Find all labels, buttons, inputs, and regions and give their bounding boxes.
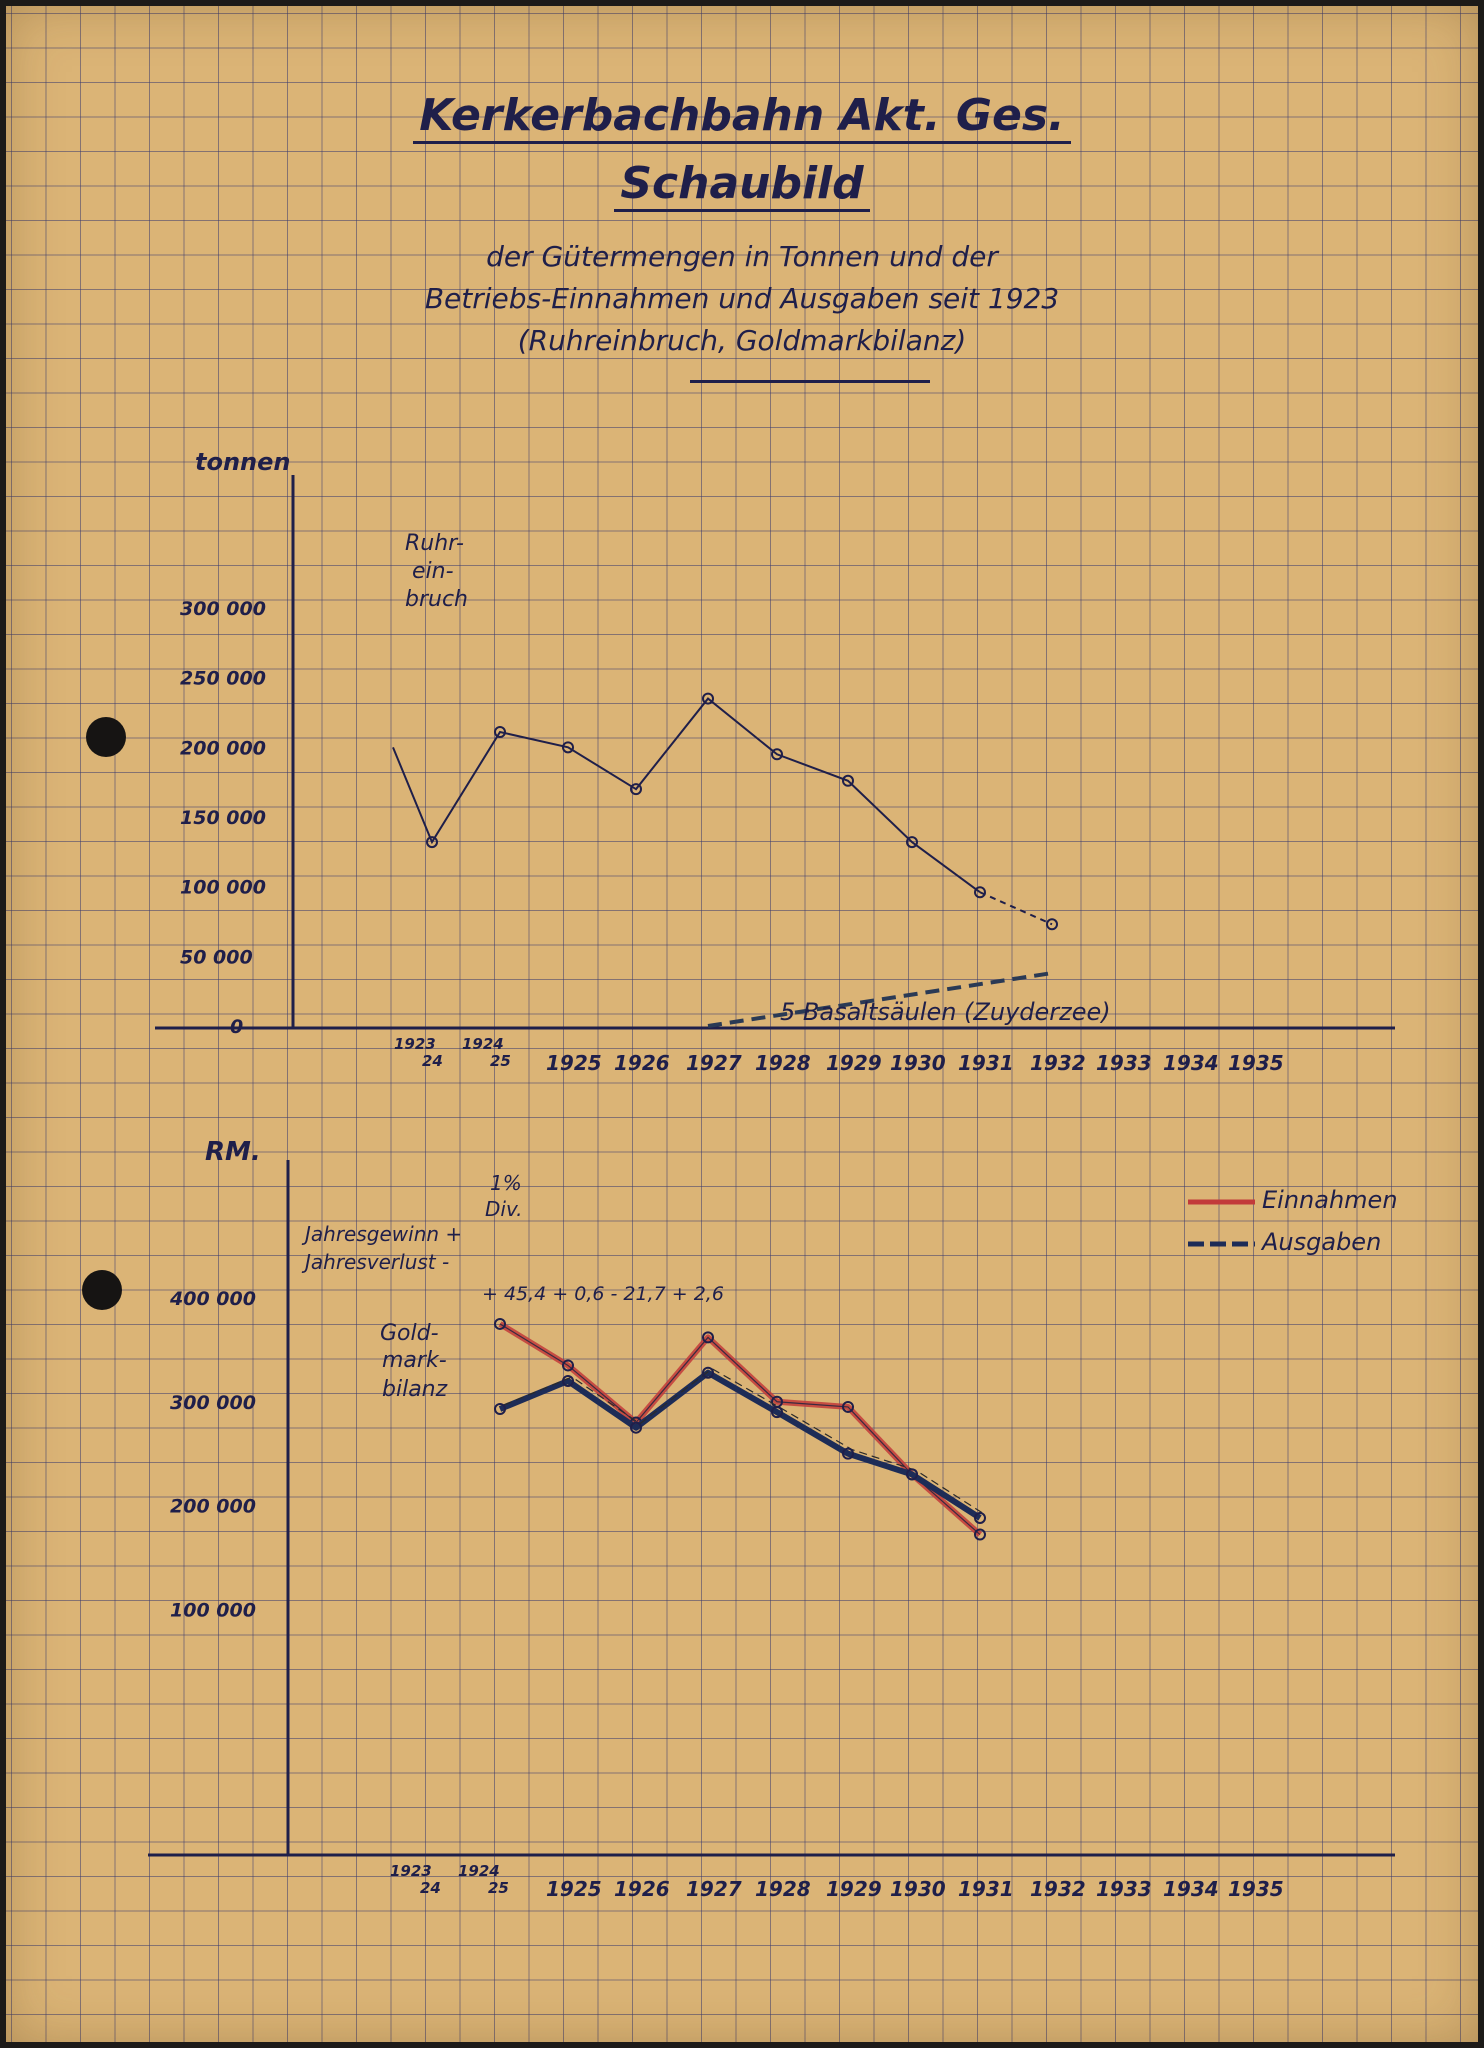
series-tonnen-dashed-segment [979,891,1053,926]
xtick-tonnen-6: 1929 [826,1051,882,1075]
ylabel-rm: RM. [205,1137,261,1167]
xtick-tonnen-5: 1928 [755,1051,811,1075]
series-einnahmen-ink [499,1323,981,1535]
xtick-rm-11: 1934 [1163,1877,1219,1901]
annotation-goldmark-2: mark- [382,1348,447,1373]
description-line-3: (Ruhreinbruch, Goldmarkbilanz) [517,324,967,357]
tonnen-point-2 [494,726,506,739]
xtick-tonnen-9: 1932 [1030,1051,1086,1075]
description-line-2: Betriebs-Einnahmen und Ausgaben seit 192… [424,282,1060,315]
legend-ausgaben-label: Ausgaben [1260,1228,1381,1256]
xtick-rm-4: 1927 [686,1877,742,1901]
legend-einnahmen-label: Einnahmen [1262,1186,1398,1214]
xtick-tonnen-0: 1923 [394,1035,436,1053]
xtick-tonnen-12: 1935 [1228,1051,1284,1075]
einnahmen-point-5 [842,1400,854,1413]
series-einnahmen-line [498,1321,982,1537]
tonnen-point-9 [974,886,986,899]
xtick-rm-5: 1928 [755,1877,811,1901]
xtick-tonnen-4: 1927 [686,1051,742,1075]
xtick-sub-tonnen-0: 24 [422,1052,443,1070]
einnahmen-point-7 [974,1528,986,1541]
tonnen-point-8 [906,836,918,849]
ytick-rm-1: 200 000 [170,1496,256,1518]
annotation-ruhr-3: bruch [405,587,468,612]
tonnen-point-1 [426,836,438,849]
xtick-sub-tonnen-1: 25 [490,1052,511,1070]
series-tonnen-line [392,697,981,894]
einnahmen-point-1 [562,1359,574,1372]
xtick-rm-0: 1923 [390,1862,432,1880]
ausgaben-point-0 [494,1403,506,1416]
annotation-basalt: 5 Basaltsäulen (Zuyderzee) [780,998,1111,1026]
title-underline [690,380,930,383]
annotation-jahresverlust: Jahresverlust - [301,1250,449,1274]
einnahmen-point-0 [494,1317,506,1330]
ytick-tonnen-4: 200 000 [180,737,266,759]
xtick-tonnen-1: 1924 [462,1035,504,1053]
annotation-jahresgewinn: Jahresgewinn + [301,1222,462,1246]
ausgaben-point-3 [702,1366,714,1379]
einnahmen-point-3 [702,1331,714,1344]
xtick-rm-2: 1925 [546,1877,602,1901]
punch-hole-bottom [82,1270,122,1310]
xtick-tonnen-8: 1931 [958,1051,1014,1075]
tonnen-point-6 [771,748,783,761]
document-title: Kerkerbachbahn Akt. Ges. [0,90,1484,144]
xtick-rm-1: 1924 [458,1862,500,1880]
tonnen-point-7 [842,774,854,787]
ytick-rm-2: 300 000 [170,1392,256,1414]
annotation-ruhr-2: ein- [412,559,454,584]
series-ausgaben-line [498,1369,982,1521]
xtick-tonnen-11: 1934 [1163,1051,1219,1075]
ytick-tonnen-1: 50 000 [180,946,253,968]
ausgaben-point-5 [842,1447,854,1460]
document-subtitle: Schaubild [0,158,1484,212]
xtick-rm-10: 1933 [1096,1877,1152,1901]
ytick-tonnen-6: 300 000 [180,598,266,620]
ytick-tonnen-5: 250 000 [180,668,266,690]
ytick-rm-0: 100 000 [170,1599,256,1621]
xtick-rm-12: 1935 [1228,1877,1284,1901]
tonnen-point-3 [562,741,574,754]
punch-hole-top [86,717,126,757]
xtick-sub-rm-1: 25 [488,1879,509,1897]
xtick-rm-6: 1929 [826,1877,882,1901]
xtick-tonnen-7: 1930 [890,1051,946,1075]
series-ausgaben-dashed [503,1367,985,1515]
ylabel-tonnen: tonnen [195,448,291,476]
annotation-ruhr-1: Ruhr- [405,531,464,556]
ausgaben-point-6 [906,1468,918,1481]
description-line-1: der Gütermengen in Tonnen und der [486,240,998,273]
annotation-dividend-2: Div. [485,1197,523,1221]
xtick-rm-8: 1931 [958,1877,1014,1901]
xtick-tonnen-2: 1925 [546,1051,602,1075]
tonnen-point-4 [630,783,642,796]
ausgaben-point-4 [771,1406,783,1419]
xtick-sub-rm-0: 24 [420,1879,441,1897]
tonnen-point-5 [702,692,714,705]
ausgaben-point-2 [630,1421,642,1434]
xtick-tonnen-3: 1926 [614,1051,670,1075]
annotation-goldmark-3: bilanz [382,1377,448,1402]
xtick-tonnen-10: 1933 [1096,1051,1152,1075]
series-basalt-line [707,971,1053,1028]
xtick-rm-9: 1932 [1030,1877,1086,1901]
annotation-dividend-1: 1% [490,1171,522,1195]
tonnen-point-10 [1046,918,1058,931]
annotation-result-values: + 45,4 + 0,6 - 21,7 + 2,6 [482,1283,724,1305]
ytick-rm-3: 400 000 [169,1288,256,1310]
xtick-rm-3: 1926 [614,1877,670,1901]
ytick-tonnen-3: 150 000 [180,807,266,829]
annotation-goldmark-1: Gold- [380,1321,439,1346]
ausgaben-point-1 [562,1375,574,1387]
ytick-tonnen-2: 100 000 [180,877,266,899]
ausgaben-point-7 [974,1511,986,1524]
xtick-rm-7: 1930 [890,1877,946,1901]
ytick-tonnen-0: 0 [230,1016,243,1038]
